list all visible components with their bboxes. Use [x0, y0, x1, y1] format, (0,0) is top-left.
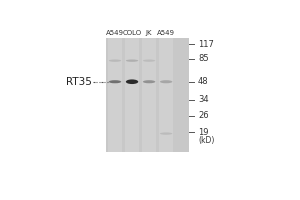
Ellipse shape: [143, 80, 155, 83]
Text: RT35: RT35: [66, 77, 92, 87]
Text: COLO: COLO: [122, 30, 142, 36]
Text: 48: 48: [198, 77, 208, 86]
Text: (kD): (kD): [198, 136, 214, 145]
Bar: [108, 38, 122, 152]
Text: 34: 34: [198, 95, 208, 104]
Bar: [125, 38, 139, 152]
Ellipse shape: [109, 80, 121, 83]
Ellipse shape: [160, 80, 172, 83]
Ellipse shape: [109, 59, 121, 62]
Bar: [159, 38, 173, 152]
Ellipse shape: [160, 132, 172, 135]
Text: JK: JK: [146, 30, 152, 36]
Text: 19: 19: [198, 128, 208, 137]
Text: 117: 117: [198, 40, 214, 49]
Ellipse shape: [143, 59, 155, 62]
Text: A549: A549: [106, 30, 124, 36]
Text: 85: 85: [198, 54, 208, 63]
Bar: [106, 38, 189, 152]
Ellipse shape: [126, 79, 138, 84]
Ellipse shape: [126, 59, 138, 62]
Text: A549: A549: [157, 30, 175, 36]
Bar: [142, 38, 156, 152]
Text: 26: 26: [198, 111, 208, 120]
